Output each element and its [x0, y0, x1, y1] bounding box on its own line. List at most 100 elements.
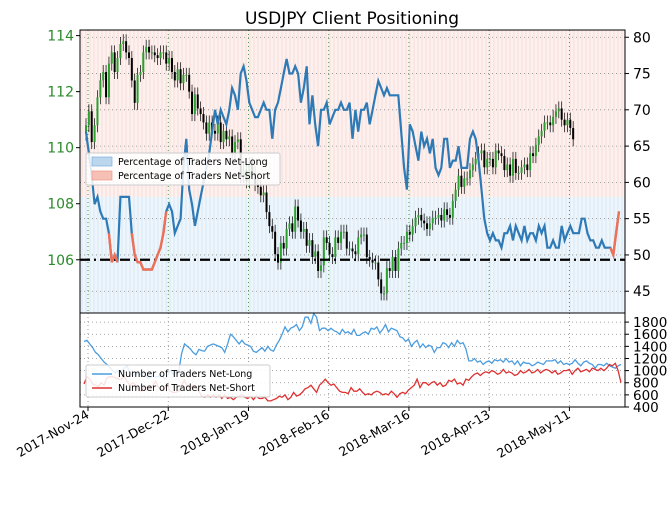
candle-body-164: [554, 111, 557, 117]
candle-body-154: [526, 164, 529, 171]
candle-body-127: [448, 214, 451, 218]
candle-body-135: [471, 164, 474, 171]
left-tick-label-4: 114: [47, 29, 74, 45]
pct-net-short-segment-1: [130, 211, 168, 271]
candle-body-170: [572, 128, 575, 140]
candle-body-32: [176, 69, 179, 81]
legend-bottom-box: [85, 364, 271, 398]
candle-body-81: [317, 251, 320, 271]
candle-body-146: [503, 156, 506, 171]
right-tick-label-3: 60: [633, 175, 651, 191]
right-tick-label-6: 75: [633, 67, 651, 83]
legend-top: Percentage of Traders Net-Long Percentag…: [85, 152, 281, 186]
candle-body-116: [417, 214, 420, 218]
candle-body-16: [130, 58, 133, 81]
candle-body-43: [208, 122, 211, 134]
candle-body-9: [110, 52, 113, 64]
candle-body-124: [440, 214, 443, 221]
candle-body-76: [302, 228, 305, 232]
candle-body-65: [271, 226, 274, 232]
right-tick-label-4: 65: [633, 139, 651, 155]
candle-body-6: [102, 72, 105, 81]
candle-body-100: [371, 259, 374, 263]
candle-body-165: [557, 108, 560, 112]
bottom-right-tick-label-0: 400: [633, 400, 659, 416]
legend-swatch-net-long: [91, 156, 113, 167]
legend-swatch-net-short: [91, 170, 113, 181]
candle-body-4: [96, 97, 99, 126]
candle-body-134: [468, 170, 471, 179]
x-tick-label-4: 2018-Mar-16: [336, 407, 412, 460]
candle-body-1: [87, 111, 90, 126]
candle-body-25: [156, 55, 159, 59]
candle-body-118: [423, 220, 426, 224]
candle-body-96: [360, 234, 363, 238]
candle-body-12: [119, 44, 122, 59]
candle-body-108: [394, 256, 397, 271]
candle-body-47: [219, 122, 222, 143]
candle-body-45: [213, 130, 216, 134]
candle-body-153: [523, 164, 526, 168]
candle-body-3: [93, 125, 96, 143]
candle-body-129: [454, 189, 457, 201]
candle-body-168: [566, 119, 569, 126]
candle-body-89: [340, 231, 343, 243]
bottom-frame: [79, 312, 626, 408]
candle-body-26: [159, 52, 162, 59]
candle-body-94: [354, 251, 357, 255]
candle-body-130: [457, 175, 460, 190]
candle-body-8: [107, 63, 110, 98]
chart-title: USDJPY Client Positioning: [245, 9, 459, 29]
candle-body-61: [259, 186, 262, 196]
candle-body-88: [337, 237, 340, 243]
candle-body-19: [139, 72, 142, 75]
candle-body-83: [322, 237, 325, 266]
candle-body-31: [173, 72, 176, 81]
candle-body-123: [437, 214, 440, 218]
candle-body-73: [294, 206, 297, 232]
bottom-right-tick-label-6: 1600: [633, 327, 667, 343]
candle-body-107: [391, 256, 394, 271]
candle-body-69: [282, 242, 285, 249]
candle-body-52: [234, 142, 237, 154]
candle-body-121: [431, 217, 434, 224]
pct-net-short-segment-2: [609, 211, 621, 260]
candle-body-128: [451, 200, 454, 218]
candle-body-150: [514, 158, 517, 173]
candle-body-29: [168, 58, 171, 64]
bottom-right-tick-label-7: 1800: [633, 315, 667, 331]
candle-body-33: [179, 69, 182, 84]
candle-body-91: [345, 231, 348, 249]
candle-body-126: [446, 209, 449, 215]
candle-body-50: [228, 136, 231, 140]
candle-body-74: [297, 206, 300, 221]
candle-body-125: [443, 209, 446, 221]
candle-body-141: [489, 158, 492, 160]
candle-body-60: [256, 184, 259, 187]
x-tick-label-2: 2018-Jan-19: [178, 407, 252, 458]
candle-body-98: [365, 234, 368, 257]
candle-body-49: [225, 130, 228, 140]
candle-body-39: [196, 94, 199, 109]
candle-body-10: [113, 52, 116, 73]
candle-body-51: [231, 136, 234, 154]
pct-net-short-segment-0: [107, 233, 119, 263]
candle-body-62: [262, 192, 265, 196]
candle-body-144: [497, 150, 500, 154]
candle-body-97: [362, 234, 365, 236]
candle-body-84: [325, 237, 328, 243]
candle-body-95: [357, 237, 360, 255]
candle-body-28: [165, 52, 168, 64]
candle-body-85: [328, 242, 331, 255]
bottom-right-tick-label-1: 600: [633, 388, 659, 404]
candle-body-104: [383, 293, 386, 295]
candle-body-140: [486, 158, 489, 168]
legend-label-count-short: Number of Traders Net-Short: [118, 383, 255, 394]
candle-body-112: [405, 231, 408, 243]
candle-body-105: [385, 268, 388, 294]
candle-body-157: [534, 144, 537, 157]
candle-body-111: [403, 242, 406, 244]
candle-body-21: [145, 46, 148, 53]
candle-body-166: [560, 108, 563, 120]
